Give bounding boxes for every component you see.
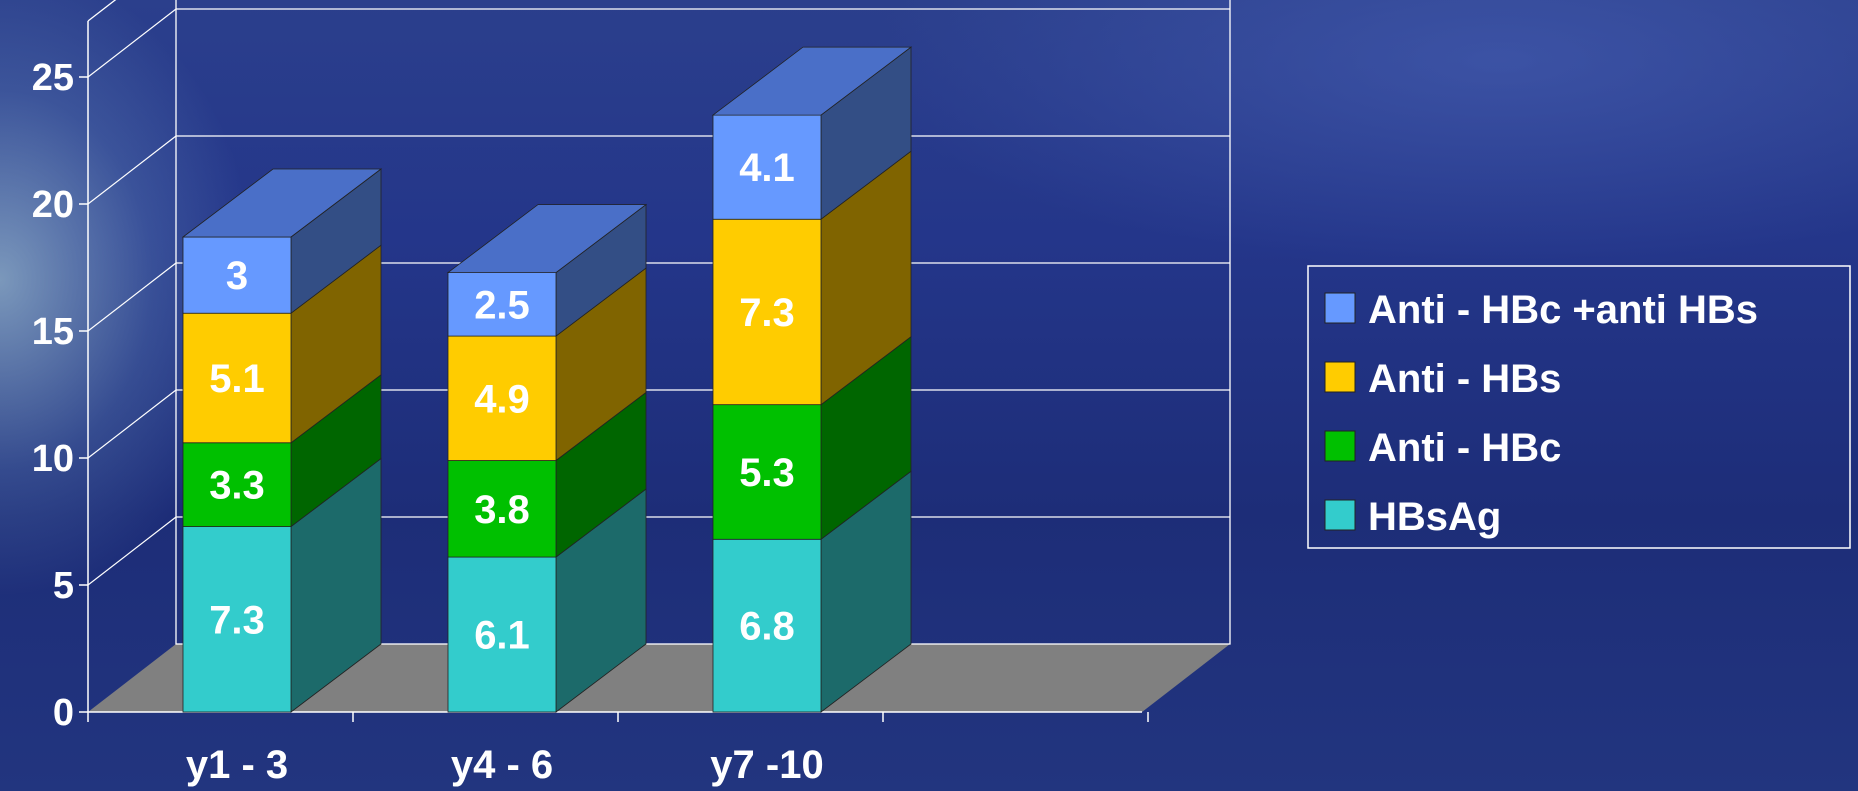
chart-left-wall-top: [87, 0, 117, 22]
data-label: 4.1: [739, 146, 795, 190]
bar-segment: [447, 335, 557, 461]
y-tick-label: 10: [32, 438, 74, 480]
data-label: 2.5: [474, 283, 530, 327]
grid-layer: [87, 0, 1231, 712]
legend-box: [1307, 265, 1851, 549]
data-label: 3.3: [209, 464, 265, 508]
legend-item-label: Anti - HBc +anti HBs: [1368, 288, 1758, 332]
labels-layer: 7.3 3.3 5.1 3 y1 - 3 6.1 3.8 4.9 2.5 y4 - 6 6.8 5.3…: [186, 146, 824, 787]
gridline-side: [87, 516, 177, 586]
y-tick-label: 20: [32, 184, 74, 226]
gridline-side: [87, 389, 177, 459]
bars-layer: [181, 46, 913, 713]
data-label: 6.8: [739, 605, 795, 649]
data-label: 5.3: [739, 451, 795, 495]
y-tick-label: 15: [32, 311, 74, 353]
bar-segment: [447, 460, 557, 558]
legend-swatch: [1324, 292, 1356, 324]
legend-swatch: [1324, 430, 1356, 462]
y-tick-label: 25: [32, 57, 74, 99]
gridline-side: [87, 262, 177, 332]
legend-swatch: [1324, 361, 1356, 393]
bar-segment: [712, 218, 822, 406]
legend-item-label: HBsAg: [1368, 495, 1501, 539]
gridline-side: [87, 135, 177, 205]
y-tick-label: 5: [53, 565, 74, 607]
bar-segment: [182, 312, 292, 444]
axis-layer: 0 5 10 15 20 25: [32, 21, 1149, 734]
bar-segment: [182, 526, 292, 713]
data-label: 4.9: [474, 377, 530, 421]
bar-segment: [182, 236, 292, 314]
data-label: 5.1: [209, 357, 265, 401]
bar-segment: [447, 556, 557, 713]
bar-top-face: [181, 168, 383, 238]
legend-item-label: Anti - HBc: [1368, 426, 1561, 470]
category-label: y4 - 6: [451, 743, 553, 787]
data-label: 7.3: [209, 598, 265, 642]
bar-segment: [712, 538, 822, 713]
bar-segment: [182, 442, 292, 527]
data-label: 7.3: [739, 291, 795, 335]
y-tick-label: 0: [53, 692, 74, 734]
data-label: 3: [226, 254, 248, 298]
chart-back-wall: [175, 0, 1231, 645]
legend: Anti - HBc +anti HBs Anti - HBs Anti - HBc…: [1307, 265, 1851, 549]
bar-top-face: [446, 204, 648, 274]
category-label: y7 -10: [710, 743, 823, 787]
bar-top-face: [711, 46, 913, 116]
chart-floor: [88, 644, 1230, 712]
bar-segment: [712, 404, 822, 540]
gridline-side: [87, 8, 177, 78]
category-label: y1 - 3: [186, 743, 288, 787]
data-label: 6.1: [474, 614, 530, 658]
data-label: 3.8: [474, 488, 530, 532]
legend-item-label: Anti - HBs: [1368, 357, 1561, 401]
legend-swatch: [1324, 499, 1356, 531]
